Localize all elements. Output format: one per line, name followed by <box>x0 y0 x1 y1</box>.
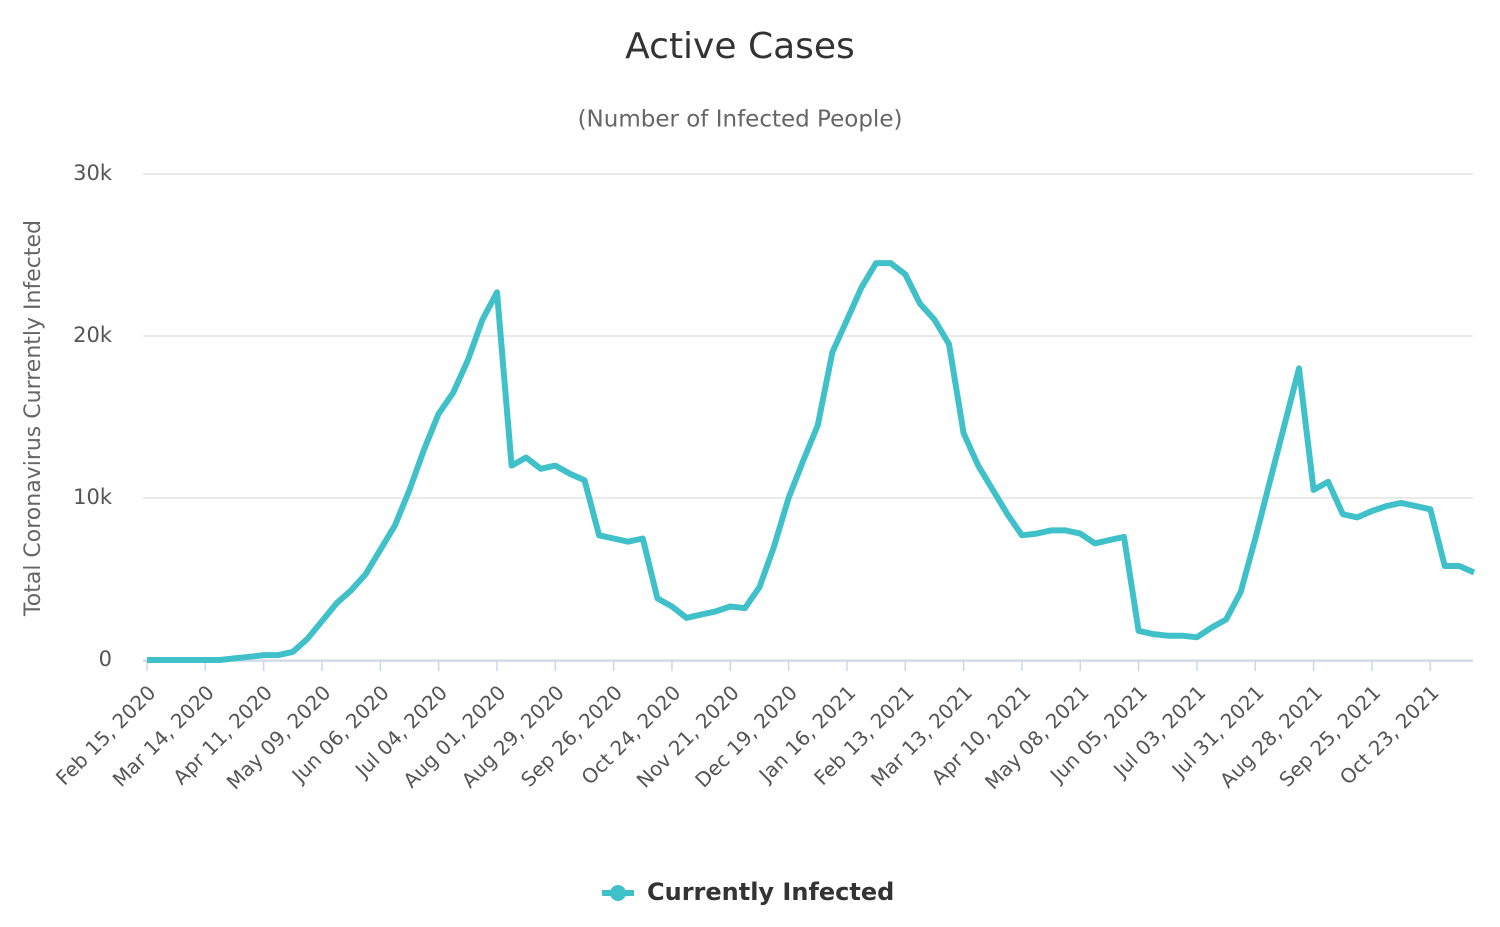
x-tick-label: May 08, 2021 <box>980 680 1094 794</box>
x-tick-label: Nov 21, 2020 <box>632 680 744 792</box>
x-tick-label: May 09, 2020 <box>222 680 336 794</box>
x-tick-label: Sep 25, 2021 <box>1274 680 1385 791</box>
chart-title: Active Cases <box>625 26 855 67</box>
y-tick-label: 10k <box>73 485 113 509</box>
x-tick-label: Feb 15, 2020 <box>51 680 160 789</box>
x-tick-label: Sep 26, 2020 <box>516 680 627 791</box>
x-tick-label: Mar 13, 2021 <box>866 680 977 791</box>
x-tick-label: Dec 19, 2020 <box>690 680 802 792</box>
legend-marker-dot <box>610 885 626 901</box>
y-tick-label: 20k <box>73 323 113 347</box>
data-line <box>147 260 1476 663</box>
y-tick-label: 0 <box>99 647 112 671</box>
x-tick-label: Aug 29, 2020 <box>457 680 569 792</box>
chart-subtitle: (Number of Infected People) <box>578 107 903 133</box>
x-tick-label: Mar 14, 2020 <box>108 680 219 791</box>
x-tick-label: Aug 28, 2021 <box>1215 680 1327 792</box>
y-tick-label: 30k <box>73 161 113 185</box>
legend-label: Currently Infected <box>647 878 894 906</box>
x-tick-label: Aug 01, 2020 <box>398 680 510 792</box>
y-axis-title: Total Coronavirus Currently Infected <box>21 220 46 617</box>
